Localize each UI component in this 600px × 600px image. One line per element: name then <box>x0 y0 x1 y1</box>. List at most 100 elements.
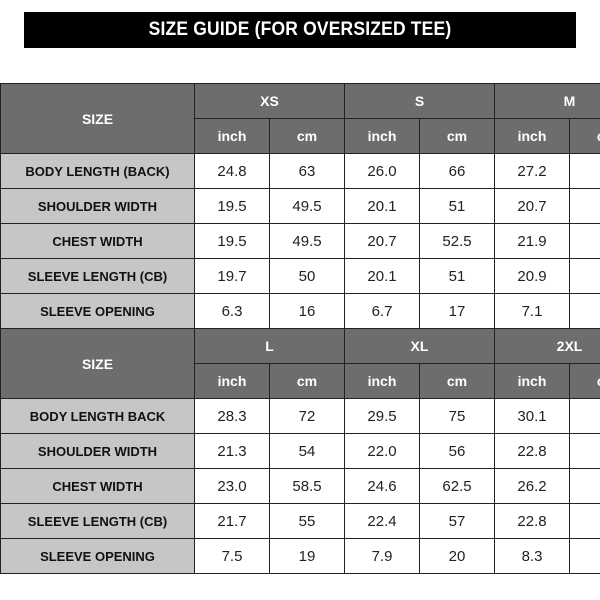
measurement-value: 56 <box>419 433 495 469</box>
measurement-value: 52.5 <box>419 223 495 259</box>
measurement-value <box>569 258 600 294</box>
measurement-value: 19 <box>269 538 345 574</box>
measurement-label: BODY LENGTH BACK <box>0 398 195 434</box>
measurement-value: 19.5 <box>194 223 270 259</box>
measurement-label: SLEEVE LENGTH (CB) <box>0 258 195 294</box>
measurement-value: 17 <box>419 293 495 329</box>
measurement-value: 22.8 <box>494 503 570 539</box>
measurement-value: 30.1 <box>494 398 570 434</box>
measurement-value: 23.0 <box>194 468 270 504</box>
measurement-value: 21.9 <box>494 223 570 259</box>
table-row: SHOULDER WIDTH 21.3 54 22.0 56 22.8 <box>0 433 600 469</box>
unit-header: cm <box>419 118 495 154</box>
measurement-value: 7.1 <box>494 293 570 329</box>
measurement-value <box>569 503 600 539</box>
measurement-value: 55 <box>269 503 345 539</box>
table-row: SLEEVE OPENING 6.3 16 6.7 17 7.1 <box>0 293 600 329</box>
measurement-label: SHOULDER WIDTH <box>0 433 195 469</box>
table-row: BODY LENGTH BACK 28.3 72 29.5 75 30.1 <box>0 398 600 434</box>
measurement-value: 66 <box>419 153 495 189</box>
measurement-value <box>569 153 600 189</box>
measurement-value: 72 <box>269 398 345 434</box>
unit-header-row: inchcminchcminchcm <box>1 363 600 399</box>
unit-header: cm <box>569 363 600 399</box>
table-row: SLEEVE LENGTH (CB) 21.7 55 22.4 57 22.8 <box>0 503 600 539</box>
measurement-value: 8.3 <box>494 538 570 574</box>
measurement-value: 19.5 <box>194 188 270 224</box>
measurement-value: 49.5 <box>269 188 345 224</box>
measurement-value: 49.5 <box>269 223 345 259</box>
measurement-value: 7.5 <box>194 538 270 574</box>
measurement-value: 22.4 <box>344 503 420 539</box>
table-row: CHEST WIDTH 23.0 58.5 24.6 62.5 26.2 <box>0 468 600 504</box>
size-column-header: 2XL <box>494 328 600 364</box>
unit-header: inch <box>194 118 270 154</box>
table-row: CHEST WIDTH 19.5 49.5 20.7 52.5 21.9 <box>0 223 600 259</box>
measurement-value <box>569 433 600 469</box>
measurement-label: SHOULDER WIDTH <box>0 188 195 224</box>
unit-header-row: inchcminchcminchcm <box>1 118 600 154</box>
unit-header: inch <box>344 363 420 399</box>
measurement-value: 19.7 <box>194 258 270 294</box>
measurement-value: 20.7 <box>494 188 570 224</box>
measurement-value: 21.3 <box>194 433 270 469</box>
measurement-value: 57 <box>419 503 495 539</box>
measurement-value: 51 <box>419 188 495 224</box>
measurement-value: 50 <box>269 258 345 294</box>
measurement-value <box>569 468 600 504</box>
measurement-value: 20.1 <box>344 188 420 224</box>
measurement-label: CHEST WIDTH <box>0 468 195 504</box>
size-header-label: SIZE <box>0 83 195 154</box>
table-row: SHOULDER WIDTH 19.5 49.5 20.1 51 20.7 <box>0 188 600 224</box>
unit-header: cm <box>269 363 345 399</box>
size-table: SIZEXSSMinchcminchcminchcmBODY LENGTH (B… <box>0 83 600 574</box>
size-column-header: S <box>344 83 495 119</box>
size-column-header: L <box>194 328 345 364</box>
measurement-value: 22.8 <box>494 433 570 469</box>
size-column-header: XL <box>344 328 495 364</box>
measurement-value <box>569 188 600 224</box>
measurement-value <box>569 398 600 434</box>
size-header-label: SIZE <box>0 328 195 399</box>
measurement-value: 24.8 <box>194 153 270 189</box>
measurement-value: 58.5 <box>269 468 345 504</box>
size-header-row: SIZE L XL 2XL <box>0 328 600 399</box>
measurement-value: 29.5 <box>344 398 420 434</box>
size-column-header: M <box>494 83 600 119</box>
measurement-label: SLEEVE LENGTH (CB) <box>0 503 195 539</box>
measurement-value <box>569 538 600 574</box>
measurement-value: 20.1 <box>344 258 420 294</box>
measurement-value: 62.5 <box>419 468 495 504</box>
measurement-value: 26.0 <box>344 153 420 189</box>
measurement-value: 75 <box>419 398 495 434</box>
measurement-value: 27.2 <box>494 153 570 189</box>
measurement-value <box>569 223 600 259</box>
measurement-value: 21.7 <box>194 503 270 539</box>
unit-header: cm <box>269 118 345 154</box>
measurement-value: 20.9 <box>494 258 570 294</box>
measurement-label: SLEEVE OPENING <box>0 293 195 329</box>
measurement-value: 7.9 <box>344 538 420 574</box>
measurement-label: SLEEVE OPENING <box>0 538 195 574</box>
measurement-value: 22.0 <box>344 433 420 469</box>
measurement-value: 20 <box>419 538 495 574</box>
measurement-value: 16 <box>269 293 345 329</box>
size-table-container: SIZEXSSMinchcminchcminchcmBODY LENGTH (B… <box>0 83 600 593</box>
size-header-row: SIZE XS S M <box>0 83 600 154</box>
table-row: SLEEVE LENGTH (CB) 19.7 50 20.1 51 20.9 <box>0 258 600 294</box>
measurement-value: 6.3 <box>194 293 270 329</box>
table-row: SLEEVE OPENING 7.5 19 7.9 20 8.3 <box>0 538 600 574</box>
unit-header: inch <box>344 118 420 154</box>
measurement-value: 51 <box>419 258 495 294</box>
measurement-value: 26.2 <box>494 468 570 504</box>
unit-header: cm <box>569 118 600 154</box>
measurement-label: BODY LENGTH (BACK) <box>0 153 195 189</box>
unit-header: inch <box>194 363 270 399</box>
measurement-value: 24.6 <box>344 468 420 504</box>
measurement-value: 6.7 <box>344 293 420 329</box>
unit-header: cm <box>419 363 495 399</box>
measurement-value: 20.7 <box>344 223 420 259</box>
page-title: SIZE GUIDE (FOR OVERSIZED TEE) <box>24 12 576 48</box>
measurement-value <box>569 293 600 329</box>
unit-header: inch <box>494 118 570 154</box>
